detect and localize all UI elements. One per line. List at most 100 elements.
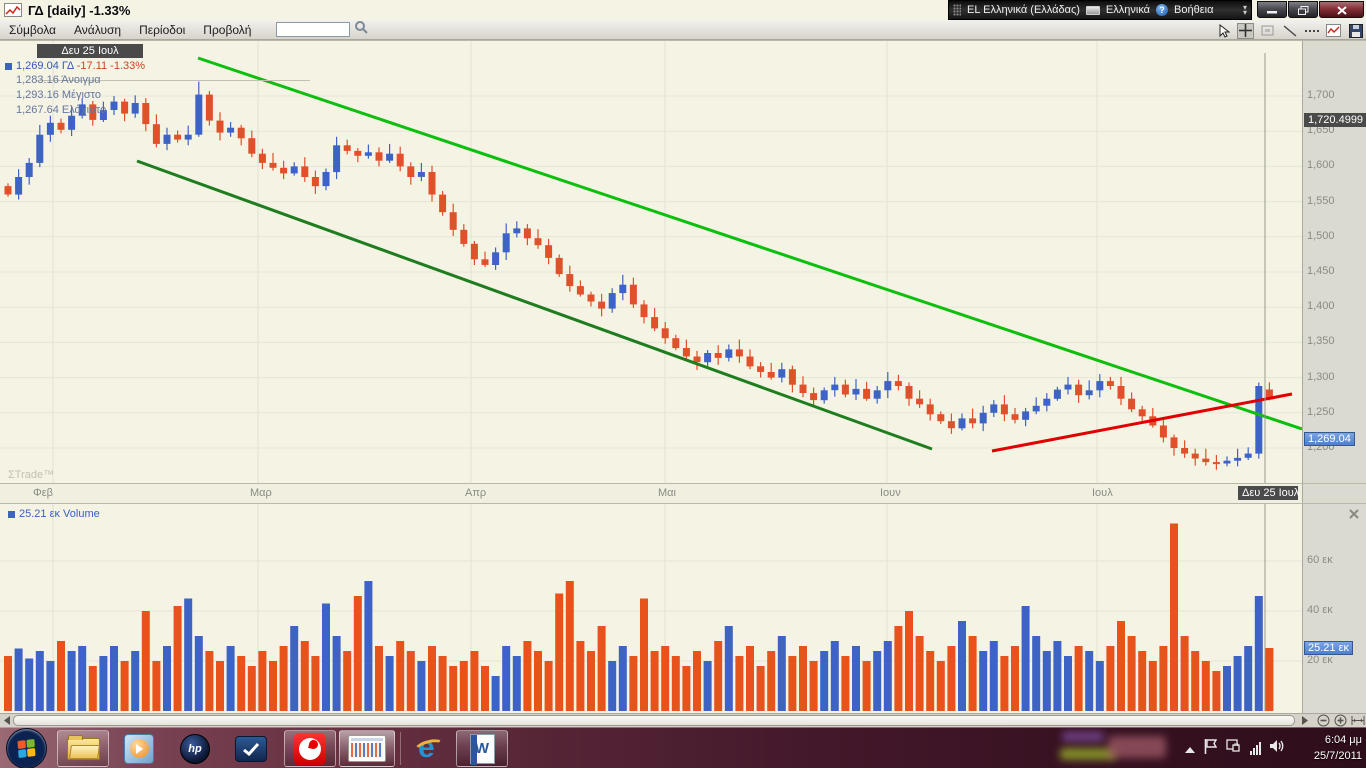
price-tick-label: 1,700 bbox=[1307, 89, 1335, 101]
menu-analysis[interactable]: Ανάλυση bbox=[74, 22, 122, 37]
menu-bar: Σύμβολα Ανάλυση Περίοδοι Προβολή bbox=[0, 20, 1366, 40]
menu-periods[interactable]: Περίοδοι bbox=[139, 22, 186, 37]
volume-chart[interactable] bbox=[0, 504, 1302, 711]
volume-legend: 25.21 εκ Volume bbox=[19, 508, 100, 520]
price-tick-label: 1,400 bbox=[1307, 300, 1335, 312]
taskbar-chart-app-button[interactable] bbox=[339, 730, 395, 767]
keyboard-icon bbox=[1085, 5, 1100, 15]
crosshair-tool-icon[interactable] bbox=[1237, 22, 1254, 39]
taskbar-wmp-button[interactable] bbox=[113, 730, 165, 767]
chart-scrollbar bbox=[0, 713, 1366, 727]
price-tick-label: 1,250 bbox=[1307, 406, 1335, 418]
taskbar: hp e W bbox=[0, 727, 1366, 768]
taskbar-divider bbox=[400, 732, 401, 765]
high-price-badge: 1,720.4999 bbox=[1304, 113, 1366, 127]
scroll-left-icon[interactable] bbox=[0, 714, 15, 727]
price-tick-label: 1,300 bbox=[1307, 371, 1335, 383]
word-icon: W bbox=[469, 733, 495, 765]
volume-speaker-icon[interactable] bbox=[1270, 739, 1286, 758]
dotted-line-tool-icon[interactable] bbox=[1303, 23, 1320, 39]
fit-width-icon[interactable] bbox=[1350, 714, 1365, 727]
price-tick-label: 1,350 bbox=[1307, 335, 1335, 347]
time-axis[interactable]: Φεβ Μαρ Απρ Μαι Ιουν Ιουλ Δευ 25 Ιουλ bbox=[0, 483, 1366, 504]
month-label: Μαρ bbox=[250, 487, 272, 499]
keyboard-layout[interactable]: Ελληνικά bbox=[1105, 4, 1151, 16]
close-button[interactable] bbox=[1319, 1, 1364, 18]
open-price-line bbox=[36, 80, 310, 81]
price-tick-label: 1,500 bbox=[1307, 230, 1335, 242]
price-tick-label: 1,650 bbox=[1307, 124, 1335, 136]
taskbar-ie-button[interactable]: e bbox=[406, 730, 454, 767]
clock-date: 25/7/2011 bbox=[1313, 750, 1362, 762]
wallpaper-blob bbox=[1060, 748, 1116, 760]
volume-pane: 25.21 εκ Volume 60 εκ 40 εκ 20 εκ 25.21 εκ bbox=[0, 503, 1366, 714]
hidden-icons-arrow-icon[interactable] bbox=[1185, 740, 1195, 758]
restore-button[interactable] bbox=[1288, 1, 1318, 18]
chart-tool-icon[interactable] bbox=[1325, 23, 1342, 39]
explorer-folder-icon bbox=[66, 734, 100, 760]
scroll-right-icon[interactable] bbox=[1298, 714, 1313, 727]
wallpaper-blob bbox=[1108, 736, 1166, 758]
zoom-out-icon[interactable] bbox=[1316, 714, 1331, 727]
region-tool-icon[interactable] bbox=[1259, 23, 1276, 39]
drawing-toolbar bbox=[1215, 22, 1364, 39]
volume-tick-label: 60 εκ bbox=[1307, 554, 1333, 566]
taskbar-check-app-button[interactable] bbox=[225, 730, 277, 767]
current-price-badge: 1,269.04 bbox=[1304, 432, 1355, 446]
taskbar-word-button[interactable]: W bbox=[456, 730, 508, 767]
month-label: Ιουλ bbox=[1092, 487, 1113, 499]
media-player-icon bbox=[124, 733, 154, 764]
month-label: Μαι bbox=[658, 487, 676, 499]
price-tick-label: 1,600 bbox=[1307, 159, 1335, 171]
taskbar-vodafone-button[interactable] bbox=[284, 730, 336, 767]
app-icon bbox=[4, 3, 22, 17]
etrade-watermark: ΣTrade™ bbox=[8, 469, 55, 481]
action-center-flag-icon[interactable] bbox=[1204, 738, 1218, 759]
language-bar[interactable]: EL Ελληνικά (Ελλάδας) Ελληνικά ? Βοήθεια… bbox=[948, 0, 1252, 20]
chart-app-thumbnail bbox=[348, 735, 386, 762]
volume-tick-label: 40 εκ bbox=[1307, 604, 1333, 616]
volume-bullet-icon bbox=[8, 511, 15, 518]
network-signal-icon[interactable] bbox=[1250, 742, 1261, 755]
price-axis[interactable]: 1,700 1,650 1,600 1,550 1,500 1,450 1,400 1,350… bbox=[1302, 41, 1366, 484]
search-input[interactable] bbox=[276, 22, 351, 37]
candlestick-chart[interactable] bbox=[0, 41, 1303, 484]
series-bullet-icon bbox=[5, 63, 12, 70]
legend-high: 1,293.16 Μέγιστο bbox=[16, 89, 101, 101]
language-indicator[interactable]: EL Ελληνικά (Ελλάδας) bbox=[967, 4, 1080, 16]
month-label: Απρ bbox=[465, 487, 487, 499]
month-label: Φεβ bbox=[33, 487, 54, 499]
minimize-button[interactable] bbox=[1257, 1, 1287, 18]
line-tool-icon[interactable] bbox=[1281, 23, 1298, 39]
langbar-options-icon[interactable]: ▾ ▾ bbox=[1242, 3, 1247, 17]
menu-symbols[interactable]: Σύμβολα bbox=[9, 22, 56, 37]
langbar-grip[interactable] bbox=[953, 4, 961, 16]
start-button[interactable] bbox=[6, 728, 47, 768]
save-icon[interactable] bbox=[1347, 23, 1364, 39]
clock-time: 6:04 μμ bbox=[1324, 734, 1362, 746]
vodafone-icon bbox=[294, 732, 326, 765]
cursor-tool-icon[interactable] bbox=[1215, 23, 1232, 39]
current-date-badge: Δευ 25 Ιουλ bbox=[1238, 486, 1299, 500]
zoom-in-icon[interactable] bbox=[1333, 714, 1348, 727]
scrollbar-thumb[interactable] bbox=[13, 715, 1295, 726]
langbar-help[interactable]: Βοήθεια bbox=[1174, 4, 1214, 16]
wallpaper-blob bbox=[1062, 731, 1104, 742]
check-app-icon bbox=[235, 735, 267, 762]
taskbar-clock[interactable]: 6:04 μμ 25/7/2011 bbox=[1290, 732, 1362, 764]
month-label: Ιουν bbox=[880, 487, 901, 499]
close-pane-icon[interactable] bbox=[1349, 506, 1359, 524]
power-plug-icon[interactable] bbox=[1226, 738, 1241, 759]
axis-corner bbox=[1302, 484, 1366, 504]
legend-date-badge: Δευ 25 Ιουλ bbox=[37, 44, 143, 58]
menu-view[interactable]: Προβολή bbox=[203, 22, 252, 37]
windows-flag-icon bbox=[17, 738, 36, 759]
search-icon[interactable] bbox=[354, 20, 369, 39]
taskbar-explorer-button[interactable] bbox=[57, 730, 109, 767]
legend-low: 1,267.64 Ελάχιστο bbox=[16, 104, 107, 116]
volume-axis[interactable]: 60 εκ 40 εκ 20 εκ 25.21 εκ bbox=[1302, 504, 1366, 714]
taskbar-hp-button[interactable]: hp bbox=[169, 730, 221, 767]
legend-change: -17.11 -1.33% bbox=[76, 60, 146, 72]
price-tick-label: 1,450 bbox=[1307, 265, 1335, 277]
